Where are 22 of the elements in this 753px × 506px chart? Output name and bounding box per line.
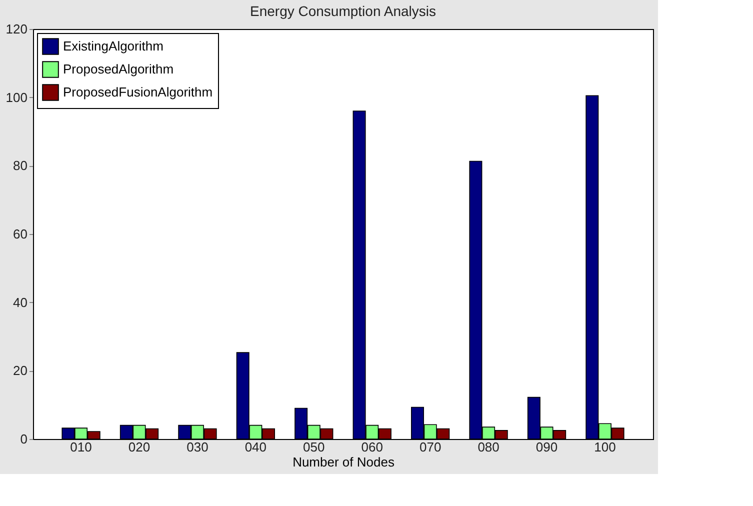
y-tick-label: 120: [6, 22, 28, 36]
y-tick-label: 60: [13, 226, 28, 242]
x-tick-label: 090: [536, 440, 558, 454]
y-tick-label: 80: [13, 158, 28, 174]
y-tick-label: 20: [13, 363, 28, 378]
x-tick-label: 040: [244, 440, 267, 454]
x-tick-label: 050: [303, 440, 325, 454]
x-tick-label: 100: [594, 440, 616, 454]
y-tick-label: 0: [20, 432, 28, 446]
x-tick-label: 010: [70, 440, 92, 454]
x-tick-label: 030: [186, 440, 208, 454]
legend-label: ProposedAlgorithm: [63, 62, 174, 76]
legend-label: ProposedFusionAlgorithm: [63, 84, 213, 100]
x-tick-label: 020: [128, 440, 150, 454]
y-tick-label: 100: [6, 90, 28, 105]
x-tick-label: 080: [478, 440, 500, 454]
y-tick-label: 40: [13, 294, 28, 310]
legend-label: ExistingAlgorithm: [63, 38, 164, 54]
x-tick-label: 070: [419, 440, 442, 454]
chart-title: Energy Consumption Analysis: [250, 3, 436, 19]
x-axis-title: Number of Nodes: [292, 454, 395, 470]
x-tick-label: 060: [361, 440, 383, 454]
